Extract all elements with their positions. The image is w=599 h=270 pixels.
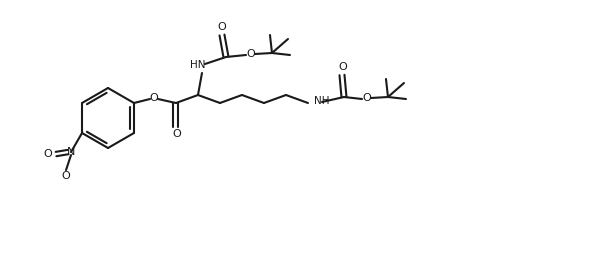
Text: N: N	[67, 147, 75, 157]
Text: O: O	[173, 129, 181, 139]
Text: HN: HN	[190, 60, 205, 70]
Text: O: O	[362, 93, 371, 103]
Text: NH: NH	[314, 96, 329, 106]
Text: O: O	[62, 171, 71, 181]
Text: O: O	[44, 149, 52, 159]
Text: O: O	[338, 62, 347, 72]
Text: O: O	[247, 49, 255, 59]
Text: O: O	[150, 93, 158, 103]
Text: O: O	[217, 22, 226, 32]
